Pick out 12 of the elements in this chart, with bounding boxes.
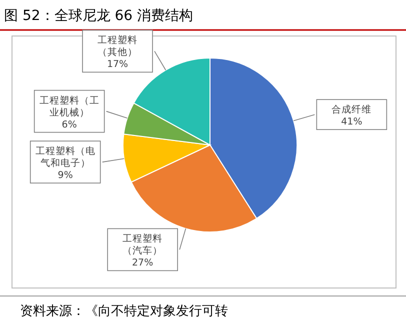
chart-title: 图 52：全球尼龙 66 消费结构	[4, 8, 193, 24]
text: 资料来源：《向不特定对象发行可转	[20, 304, 228, 319]
data-label: 27%	[132, 258, 154, 269]
data-label: 17%	[106, 59, 128, 70]
slice-label: 合成纤维	[332, 104, 372, 116]
data-label: 9%	[58, 170, 73, 182]
data-label: 6%	[62, 119, 77, 130]
slice-label: 工程塑料（其他）	[98, 34, 138, 58]
data-label: 41%	[341, 116, 362, 128]
slice-label: 工程塑料（工业机械）	[39, 94, 100, 118]
slice-label: 工程塑料（汽车）	[122, 232, 163, 257]
slice-label: 工程塑料（电气和电子）	[35, 145, 96, 170]
